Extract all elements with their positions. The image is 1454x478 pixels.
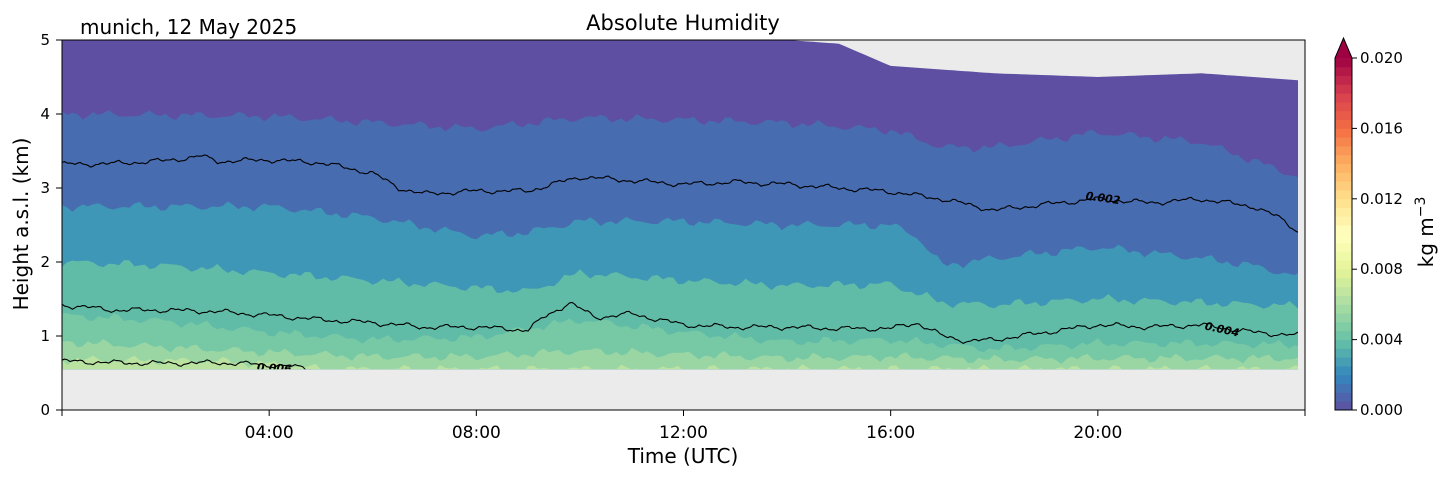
colorbar-segment <box>1335 357 1352 367</box>
colorbar-segment <box>1335 251 1352 261</box>
contour-label: 0.002 <box>1085 189 1122 207</box>
humidity-filled-bands <box>62 40 1298 370</box>
colorbar-segment <box>1335 58 1352 68</box>
colorbar-segment <box>1335 190 1352 200</box>
colorbar-segment <box>1335 401 1352 411</box>
colorbar-segment <box>1335 339 1352 349</box>
colorbar-label-exponent: −3 <box>1413 197 1429 218</box>
contour-line <box>62 154 1298 233</box>
colorbar: 0.000 0.004 0.008 0.012 0.016 0.020 <box>1334 36 1403 419</box>
colorbar-segment <box>1335 304 1352 314</box>
x-tick-label: 04:00 <box>245 423 294 443</box>
y-tick-label: 2 <box>40 253 50 271</box>
colorbar-segment <box>1335 392 1352 402</box>
colorbar-segment <box>1335 313 1352 323</box>
humidity-band <box>62 339 1298 370</box>
colorbar-segment <box>1335 128 1352 138</box>
colorbar-segment <box>1335 260 1352 270</box>
humidity-band <box>62 355 1298 370</box>
y-tick-label: 3 <box>40 179 50 197</box>
colorbar-tick-label: 0.016 <box>1360 119 1403 137</box>
colorbar-tick-label: 0.020 <box>1360 49 1403 67</box>
colorbar-segment <box>1335 207 1352 217</box>
colorbar-segment <box>1335 383 1352 393</box>
colorbar-segment <box>1335 93 1352 103</box>
colorbar-segment <box>1335 348 1352 358</box>
colorbar-segment <box>1335 137 1352 147</box>
y-axis-label: Height a.s.l. (km) <box>9 138 33 311</box>
colorbar-segment <box>1335 110 1352 120</box>
x-tick-label: 12:00 <box>659 423 708 443</box>
colorbar-segment <box>1335 366 1352 376</box>
colorbar-segment <box>1335 278 1352 288</box>
y-tick-label: 4 <box>40 105 50 123</box>
x-tick-label: 08:00 <box>452 423 501 443</box>
x-axis: 04:00 08:00 12:00 16:00 20:00 <box>61 410 1306 443</box>
colorbar-segment <box>1335 242 1352 252</box>
colorbar-segment <box>1335 198 1352 208</box>
y-axis: 0 1 2 3 4 5 <box>40 31 62 419</box>
contour-line <box>62 301 1298 345</box>
colorbar-extend-arrow <box>1335 38 1352 58</box>
colorbar-frame <box>1334 36 1353 411</box>
y-tick-label: 0 <box>40 401 50 419</box>
colorbar-segment <box>1335 225 1352 235</box>
colorbar-tick-label: 0.000 <box>1360 401 1403 419</box>
colorbar-tick-label: 0.004 <box>1360 331 1403 349</box>
colorbar-segment <box>1335 146 1352 156</box>
colorbar-label-unit: kg m <box>1414 217 1438 267</box>
colorbar-segment <box>1335 75 1352 85</box>
colorbar-segment <box>1335 163 1352 173</box>
colorbar-segment <box>1335 216 1352 226</box>
x-tick-label: 16:00 <box>866 423 915 443</box>
x-tick-label: 20:00 <box>1073 423 1122 443</box>
colorbar-segment <box>1335 330 1352 340</box>
y-tick-label: 1 <box>40 327 50 345</box>
colorbar-tick-label: 0.012 <box>1360 190 1403 208</box>
colorbar-segment <box>1335 322 1352 332</box>
colorbar-segment <box>1335 84 1352 94</box>
colorbar-segment <box>1335 295 1352 305</box>
colorbar-segment <box>1335 154 1352 164</box>
contour-label: 0.006 <box>257 361 293 376</box>
colorbar-segment <box>1335 119 1352 129</box>
colorbar-segment <box>1335 102 1352 112</box>
colorbar-segment <box>1335 181 1352 191</box>
colorbar-tick-label: 0.008 <box>1360 260 1403 278</box>
colorbar-label: kg m−3 <box>1413 197 1438 268</box>
colorbar-segment <box>1335 374 1352 384</box>
colorbar-segment <box>1335 172 1352 182</box>
colorbar-segment <box>1335 234 1352 244</box>
location-date-label: munich, 12 May 2025 <box>80 15 297 39</box>
colorbar-segment <box>1335 66 1352 76</box>
y-tick-label: 5 <box>40 31 50 49</box>
colorbar-segment <box>1335 269 1352 279</box>
contour-line <box>62 358 311 370</box>
x-axis-label: Time (UTC) <box>627 444 739 468</box>
colorbar-segment <box>1335 286 1352 296</box>
chart-title: Absolute Humidity <box>586 11 780 35</box>
